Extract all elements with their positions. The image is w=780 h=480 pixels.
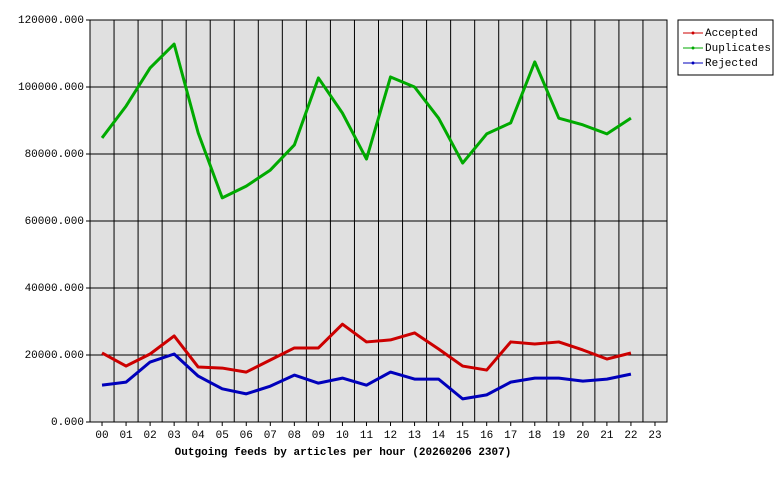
x-tick-label: 16 (480, 430, 493, 442)
x-tick-label: 23 (648, 430, 661, 442)
x-tick-label: 17 (504, 430, 517, 442)
y-tick-label: 40000.000 (25, 283, 84, 295)
x-tick-label: 13 (408, 430, 421, 442)
x-tick-label: 15 (456, 430, 469, 442)
y-tick-label: 120000.000 (18, 15, 84, 27)
series-line (101, 352, 632, 401)
y-tick-label: 0.000 (51, 417, 84, 429)
x-tick-label: 02 (144, 430, 157, 442)
legend-label: Rejected (705, 58, 758, 70)
y-tick-label: 100000.000 (18, 82, 84, 94)
x-tick-label: 04 (192, 430, 206, 442)
x-tick-label: 12 (384, 430, 397, 442)
x-tick-label: 18 (528, 430, 541, 442)
legend-label: Duplicates (705, 43, 771, 55)
x-tick-label: 11 (360, 430, 374, 442)
legend-marker (691, 61, 695, 65)
x-tick-label: 20 (576, 430, 589, 442)
x-tick-label: 19 (552, 430, 565, 442)
series-line (100, 42, 632, 200)
legend-marker (691, 31, 695, 35)
x-tick-label: 05 (216, 430, 229, 442)
x-tick-label: 10 (336, 430, 349, 442)
x-tick-label: 03 (168, 430, 181, 442)
legend-label: Accepted (705, 28, 758, 40)
x-tick-label: 01 (119, 430, 133, 442)
x-tick-label: 08 (288, 430, 301, 442)
chart-title: Outgoing feeds by articles per hour (202… (175, 447, 512, 459)
series-line (101, 322, 632, 374)
y-tick-label: 60000.000 (25, 216, 84, 228)
x-tick-label: 07 (264, 430, 277, 442)
legend-marker (691, 46, 695, 50)
x-tick-label: 00 (95, 430, 108, 442)
x-tick-label: 06 (240, 430, 253, 442)
y-tick-label: 20000.000 (25, 350, 84, 362)
x-tick-label: 14 (432, 430, 446, 442)
x-tick-label: 09 (312, 430, 325, 442)
x-tick-label: 22 (624, 430, 637, 442)
y-tick-label: 80000.000 (25, 149, 84, 161)
x-tick-label: 21 (600, 430, 614, 442)
